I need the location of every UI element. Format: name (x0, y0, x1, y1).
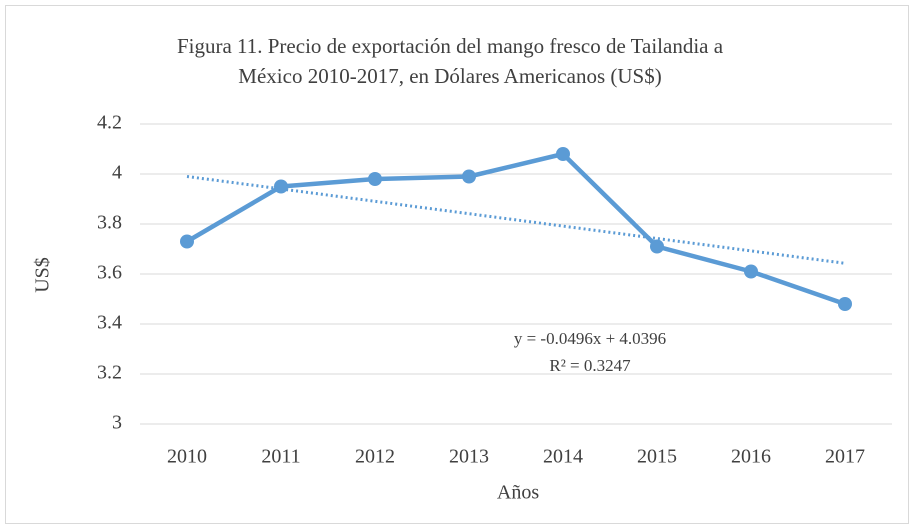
x-axis-label: Años (497, 482, 539, 504)
y-tick-label: 3.6 (97, 262, 122, 284)
y-tick-label: 4 (112, 162, 122, 184)
chart-title: Figura 11. Precio de exportación del man… (177, 34, 724, 58)
data-point (744, 264, 758, 279)
trendline (186, 175, 846, 265)
x-tick-label: 2011 (261, 446, 300, 468)
x-tick-label: 2016 (731, 446, 771, 468)
x-tick-label: 2013 (449, 446, 489, 468)
data-point (838, 297, 852, 311)
trend-r2: R² = 0.3247 (549, 356, 631, 375)
data-line (185, 151, 846, 307)
data-point (368, 172, 382, 186)
y-tick-label: 3 (112, 412, 122, 434)
chart-title: México 2010-2017, en Dólares Americanos … (238, 64, 661, 88)
chart-border (5, 5, 909, 524)
y-axis-label: US$ (32, 257, 54, 293)
x-tick-label: 2015 (637, 446, 677, 468)
data-point (462, 169, 476, 184)
data-point (556, 147, 570, 161)
y-tick-label: 3.8 (97, 212, 122, 234)
y-tick-label: 3.2 (97, 362, 122, 384)
x-tick-label: 2017 (825, 446, 865, 468)
y-tick-label: 4.2 (97, 112, 122, 134)
data-point (274, 179, 288, 194)
data-point (180, 234, 194, 249)
y-tick-label: 3.4 (97, 312, 122, 334)
x-tick-label: 2014 (543, 446, 583, 468)
data-point (650, 239, 664, 254)
x-tick-label: 2012 (355, 446, 395, 468)
trend-equation: y = -0.0496x + 4.0396 (514, 329, 666, 348)
x-tick-label: 2010 (167, 446, 207, 468)
